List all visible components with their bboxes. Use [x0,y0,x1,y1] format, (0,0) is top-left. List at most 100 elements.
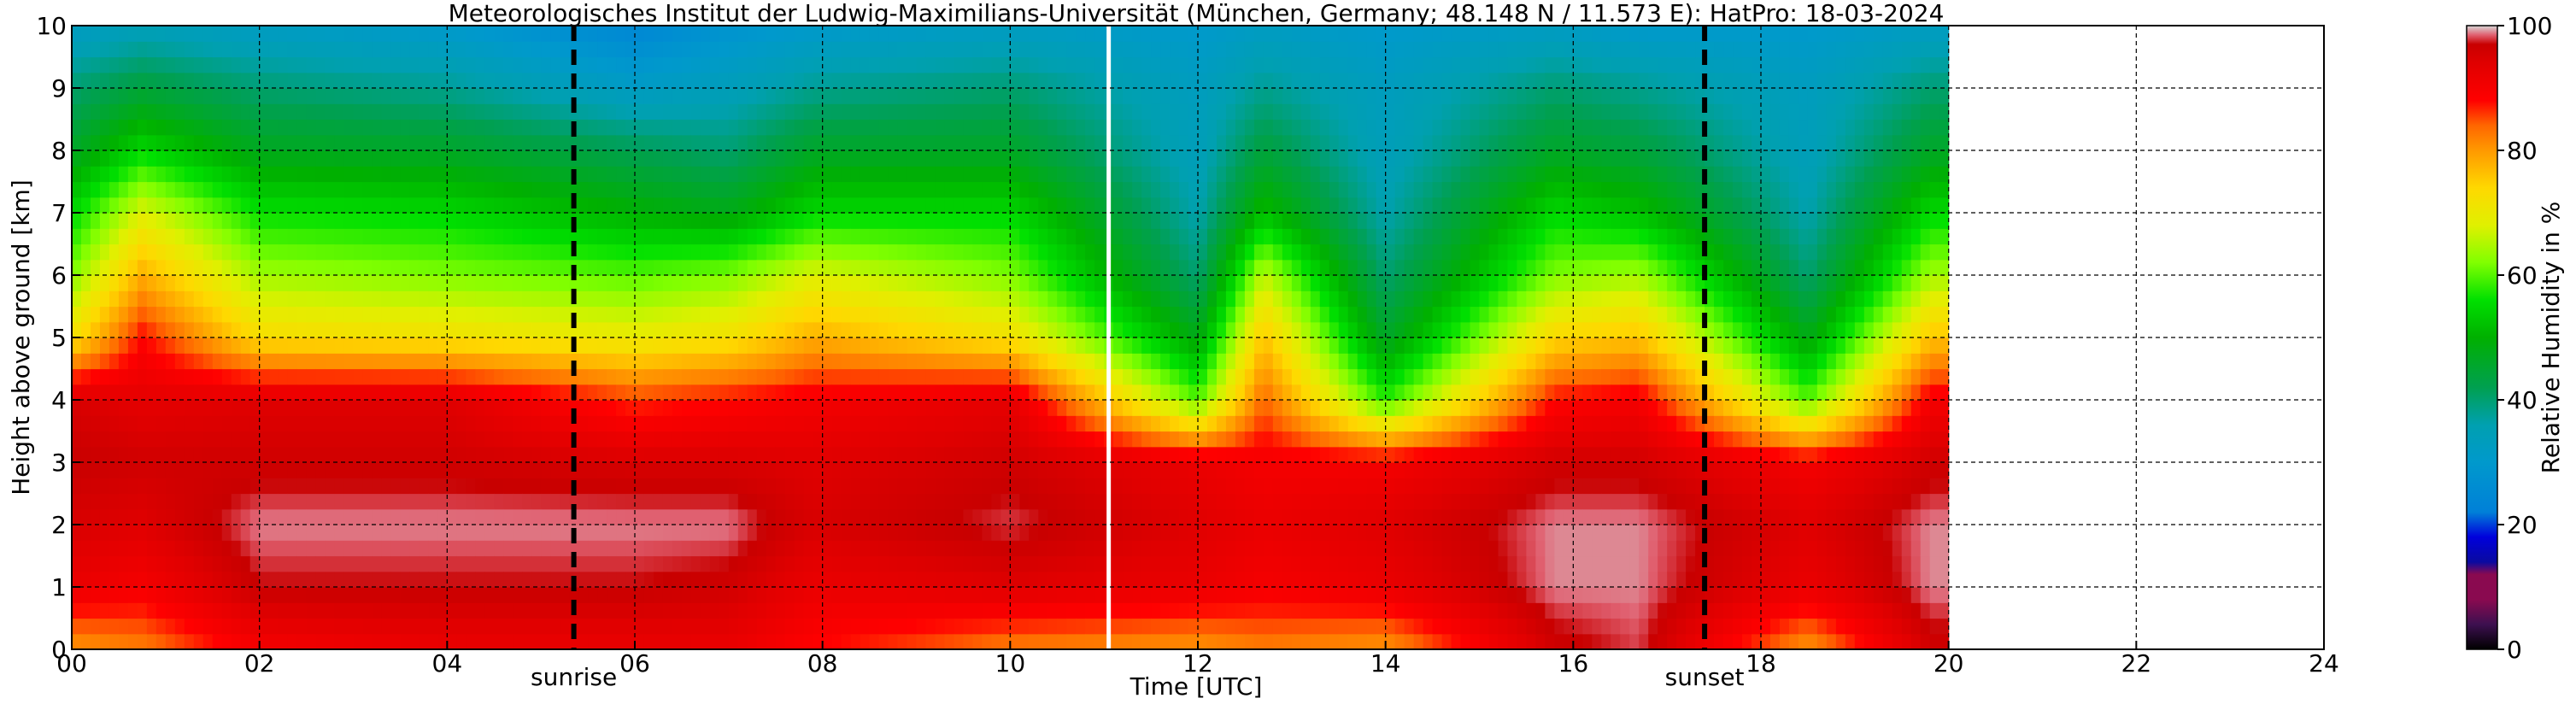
heat-cell [850,525,861,541]
heat-cell [334,384,345,401]
heat-cell [372,150,383,167]
heat-cell [869,213,880,229]
heat-cell [944,134,955,151]
heat-cell [240,88,251,104]
heat-cell [287,213,298,229]
heat-cell [437,508,448,525]
heat-cell [109,119,120,136]
heat-cell [531,446,542,463]
heat-cell [925,602,936,619]
heat-cell [1047,119,1058,136]
heat-cell [963,368,973,385]
heat-cell [109,41,120,58]
heat-cell [550,134,560,151]
heat-cell [1000,321,1011,338]
heat-cell [155,431,167,448]
heat-cell [193,493,204,510]
heat-cell [1151,415,1161,432]
heat-cell [1225,150,1236,167]
heat-cell [287,462,298,478]
heat-cell [249,353,261,370]
heat-cell [841,540,852,557]
heat-cell [766,540,777,557]
heat-cell [1019,431,1030,448]
heat-cell [635,197,645,214]
heat-cell [372,462,383,478]
heat-cell [944,353,955,370]
heat-cell [766,213,777,229]
heat-cell [700,571,711,588]
heat-cell [1141,618,1152,635]
heat-cell [709,353,720,370]
heat-cell [400,602,410,619]
heat-cell [888,275,899,291]
heat-cell [146,555,157,572]
heat-cell [1085,587,1095,603]
heat-cell [991,197,1001,214]
heat-cell [1029,275,1039,291]
heat-cell [616,243,626,261]
heat-cell [296,119,308,136]
heat-cell [99,213,110,229]
heat-cell [1076,478,1086,495]
heat-cell [202,571,214,588]
heat-cell [775,571,786,588]
heat-cell [1170,400,1180,416]
heat-cell [1066,618,1077,635]
heat-cell [184,88,195,104]
heat-cell [419,384,429,401]
heat-cell [1029,384,1039,401]
heat-cell [616,353,626,370]
heat-cell [1141,462,1152,478]
heat-cell [813,633,824,649]
heat-cell [728,41,739,58]
heat-cell [1094,181,1105,198]
heat-cell [400,384,410,401]
heat-cell [1085,306,1095,323]
heat-cell [343,508,355,525]
heat-cell [221,88,232,104]
heat-cell [756,571,767,588]
heat-cell [794,508,805,525]
heat-cell [531,618,542,635]
heat-cell [991,290,1001,308]
heat-cell [860,150,871,167]
heat-cell [334,415,345,432]
heat-cell [944,259,955,276]
heat-cell [202,415,214,432]
heat-cell [127,259,138,276]
heat-cell [907,478,918,495]
heat-cell [607,103,617,120]
heat-cell [174,150,185,167]
heat-cell [400,88,410,104]
heat-cell [325,26,336,42]
heat-cell [221,243,232,261]
heat-cell [494,228,504,245]
heat-cell [1160,478,1171,495]
heat-cell [672,321,683,338]
heat-cell [306,243,317,261]
heat-cell [681,306,692,323]
heat-cell [1170,618,1180,635]
heat-cell [109,259,120,276]
heat-cell [1029,259,1039,276]
heat-cell [362,181,373,198]
heat-cell [334,618,345,635]
heat-cell [1057,478,1067,495]
heat-cell [372,243,383,261]
heat-cell [306,478,317,495]
heat-cell [709,508,720,525]
heat-cell [484,197,495,214]
heat-cell [578,103,589,120]
heat-cell [353,633,364,649]
heat-cell [381,181,392,198]
heat-cell [1132,275,1142,291]
heat-cell [419,41,429,58]
heat-cell [1160,493,1171,510]
heat-cell [625,618,636,635]
heat-cell [643,353,654,370]
heat-cell [888,181,899,198]
heat-cell [747,602,758,619]
heat-cell [1038,213,1048,229]
heat-cell [662,587,673,603]
